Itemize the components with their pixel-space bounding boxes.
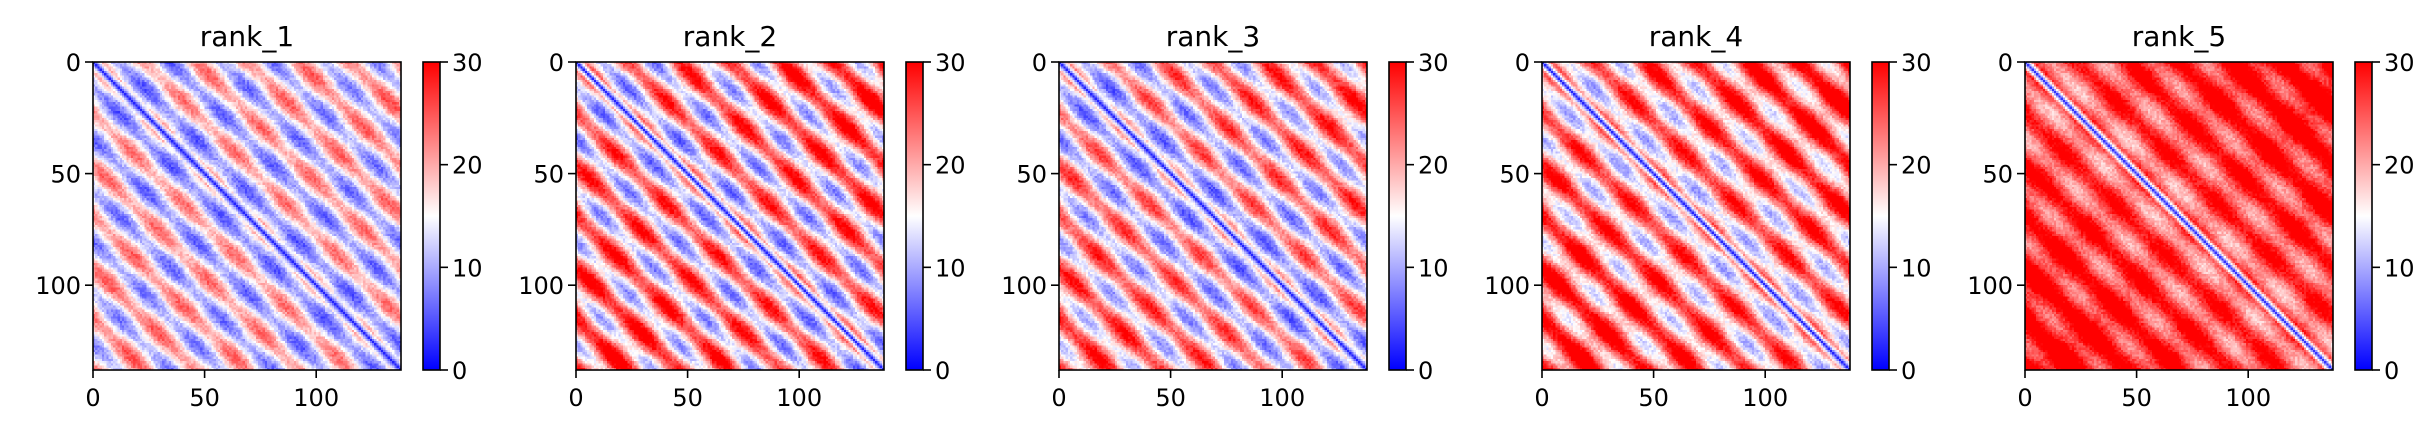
colorbar-frame: [1388, 61, 1407, 371]
colorbar: [906, 62, 923, 370]
colorbar-tick-label: 0: [935, 357, 950, 385]
y-tick-label: 50: [1016, 161, 1047, 189]
colorbar-tick-label: 10: [452, 254, 483, 282]
colorbar-tick-label: 30: [935, 49, 966, 77]
colorbar-tick-label: 0: [1418, 357, 1433, 385]
heatmap-image: [1059, 62, 1367, 370]
y-tick-label: 50: [50, 161, 81, 189]
panel-title: rank_1: [200, 20, 294, 53]
x-tick-label: 50: [2121, 384, 2152, 412]
colorbar-tick-label: 30: [452, 49, 483, 77]
heatmap-image: [2025, 62, 2333, 370]
x-tick-label: 0: [1051, 384, 1066, 412]
panel-title: rank_5: [2132, 20, 2226, 53]
colorbar: [423, 62, 440, 370]
x-tick-label: 50: [1155, 384, 1186, 412]
colorbar-tick-label: 10: [1418, 254, 1449, 282]
x-tick-label: 50: [189, 384, 220, 412]
colorbar-tick-label: 10: [1901, 254, 1932, 282]
colorbar-tick-label: 20: [1418, 152, 1449, 180]
colorbar-tick-label: 10: [935, 254, 966, 282]
colorbar-tick-label: 0: [2384, 357, 2399, 385]
heatmap-frame: [2024, 61, 2334, 371]
y-tick-label: 100: [1484, 272, 1530, 300]
colorbar-frame: [905, 61, 924, 371]
colorbar-tick-label: 0: [1901, 357, 1916, 385]
heatmap-frame: [575, 61, 885, 371]
x-tick-label: 0: [1534, 384, 1549, 412]
colorbar: [1872, 62, 1889, 370]
heatmap-panel-5: rank_5 0 50 100 0 50 100 0 10 20 30: [1967, 20, 2414, 412]
y-tick-label: 100: [35, 272, 81, 300]
colorbar-tick-label: 30: [1901, 49, 1932, 77]
colorbar-tick-label: 20: [2384, 152, 2415, 180]
colorbar: [1389, 62, 1406, 370]
x-tick-label: 0: [85, 384, 100, 412]
y-tick-label: 100: [1967, 272, 2013, 300]
heatmap-frame: [92, 61, 402, 371]
x-tick-label: 0: [2017, 384, 2032, 412]
y-tick-label: 100: [518, 272, 564, 300]
x-tick-label: 0: [568, 384, 583, 412]
x-tick-label: 100: [776, 384, 822, 412]
colorbar-tick-label: 0: [452, 357, 467, 385]
colorbar-frame: [422, 61, 441, 371]
x-tick-label: 100: [2225, 384, 2271, 412]
x-tick-label: 50: [672, 384, 703, 412]
heatmap-panel-2: rank_2 0 50 100 0 50 100 0 10 20 30: [518, 20, 965, 412]
y-tick-label: 0: [1032, 49, 1047, 77]
heatmap-frame: [1058, 61, 1368, 371]
y-tick-label: 0: [549, 49, 564, 77]
heatmap-panel-4: rank_4 0 50 100 0 50 100 0 10 20 30: [1484, 20, 1931, 412]
y-tick-label: 50: [1982, 161, 2013, 189]
panel-title: rank_4: [1649, 20, 1743, 53]
x-tick-label: 50: [1638, 384, 1669, 412]
heatmap-panel-1: rank_1 0 50 100 0 50 100 0 10 20 30: [35, 20, 482, 412]
y-tick-label: 100: [1001, 272, 1047, 300]
x-tick-label: 100: [293, 384, 339, 412]
colorbar-frame: [1871, 61, 1890, 371]
colorbar-tick-label: 30: [2384, 49, 2415, 77]
heatmap-panel-3: rank_3 0 50 100 0 50 100 0 10 20 30: [1001, 20, 1448, 412]
y-tick-label: 0: [66, 49, 81, 77]
panel-title: rank_3: [1166, 20, 1260, 53]
y-tick-label: 50: [1499, 161, 1530, 189]
colorbar-frame: [2354, 61, 2373, 371]
y-tick-label: 0: [1998, 49, 2013, 77]
colorbar-tick-label: 30: [1418, 49, 1449, 77]
panel-title: rank_2: [683, 20, 777, 53]
y-tick-label: 50: [533, 161, 564, 189]
colorbar-tick-label: 20: [452, 152, 483, 180]
colorbar-tick-label: 10: [2384, 254, 2415, 282]
heatmap-frame: [1541, 61, 1851, 371]
colorbar: [2355, 62, 2372, 370]
colorbar-tick-label: 20: [1901, 152, 1932, 180]
heatmap-image: [1542, 62, 1850, 370]
heatmap-image: [93, 62, 401, 370]
heatmap-image: [576, 62, 884, 370]
y-tick-label: 0: [1515, 49, 1530, 77]
colorbar-tick-label: 20: [935, 152, 966, 180]
x-tick-label: 100: [1742, 384, 1788, 412]
x-tick-label: 100: [1259, 384, 1305, 412]
